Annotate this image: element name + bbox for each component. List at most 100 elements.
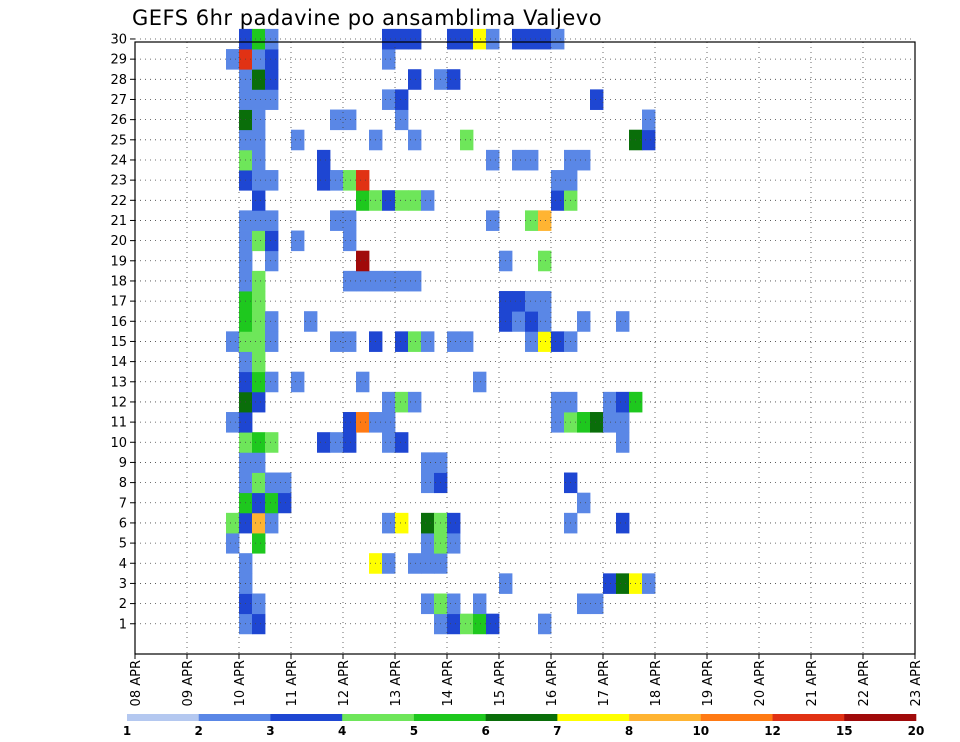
heat-cell (265, 170, 279, 191)
legend-swatch (772, 714, 845, 721)
legend-label: 8 (625, 724, 633, 738)
heat-cell (408, 391, 422, 413)
heat-cell (421, 593, 435, 615)
x-tick-label: 15 APR (493, 660, 508, 706)
legend-label: 15 (836, 724, 853, 738)
heat-cell (317, 149, 331, 171)
heat-cell (525, 28, 539, 50)
heat-cell (343, 412, 357, 433)
heat-cell (226, 533, 240, 554)
heat-cell (395, 331, 409, 352)
plot-frame (134, 41, 916, 655)
x-tick-label: 12 APR (337, 660, 352, 706)
heat-cell (265, 432, 279, 453)
heat-cell (343, 270, 357, 292)
heat-cell (616, 573, 630, 594)
heat-cell (551, 391, 565, 413)
heat-cell (356, 250, 370, 272)
y-tick-label: 4 (119, 557, 127, 572)
heat-cell (421, 533, 435, 554)
heat-cell (551, 331, 565, 352)
heat-cell (642, 109, 656, 131)
heat-cell (577, 492, 591, 514)
heat-cell (395, 391, 409, 413)
heat-cell (577, 593, 591, 615)
y-tick-label: 20 (110, 234, 127, 249)
heat-cell (473, 613, 487, 635)
heat-cell (278, 472, 292, 494)
heat-cell (538, 331, 552, 352)
y-tick-label: 26 (110, 113, 127, 128)
heat-cell (616, 391, 630, 413)
heat-cell (252, 311, 266, 332)
heat-cell (551, 412, 565, 433)
x-tick-label: 09 APR (181, 660, 196, 706)
heat-cell (343, 331, 357, 352)
x-tick-label: 14 APR (441, 660, 456, 706)
heat-cell (330, 210, 344, 231)
heat-cell (252, 109, 266, 131)
heat-cell (252, 492, 266, 514)
heat-cell (265, 210, 279, 231)
heat-cell (616, 412, 630, 433)
heat-cell (265, 331, 279, 352)
heat-cell (590, 412, 604, 433)
heat-cell (447, 28, 461, 50)
heat-cell (447, 512, 461, 534)
heat-cell (356, 270, 370, 292)
x-tick-label: 10 APR (233, 660, 248, 706)
legend-label: 10 (692, 724, 709, 738)
y-tick-label: 25 (110, 133, 127, 148)
heat-cell (603, 573, 617, 594)
heat-cell (447, 593, 461, 615)
legend-label: 2 (195, 724, 203, 738)
heat-cell (395, 28, 409, 50)
heat-cell (473, 371, 487, 393)
y-tick-label: 16 (110, 315, 127, 330)
heat-cell (252, 351, 266, 373)
heat-cell (642, 129, 656, 151)
heat-cell (616, 512, 630, 534)
heat-cell (551, 170, 565, 191)
heat-cell (265, 89, 279, 110)
heat-cell (252, 432, 266, 453)
heat-cell (421, 553, 435, 574)
heat-cell (421, 190, 435, 211)
heat-cell (460, 331, 474, 352)
heat-cell (330, 331, 344, 352)
heat-cell (382, 49, 396, 70)
heat-cell (447, 69, 461, 90)
heat-cell (538, 28, 552, 50)
y-tick-label: 30 (110, 32, 127, 47)
legend-label: 20 (908, 724, 925, 738)
legend-label: 1 (123, 724, 131, 738)
heat-cell (291, 230, 305, 252)
heat-cell (603, 391, 617, 413)
heat-cell (252, 129, 266, 151)
heat-cell (382, 190, 396, 211)
y-tick-label: 15 (110, 335, 127, 350)
heat-cell (252, 533, 266, 554)
heat-cell (252, 270, 266, 292)
heat-cell (408, 553, 422, 574)
x-tick-label: 11 APR (285, 660, 300, 706)
x-tick-label: 19 APR (701, 660, 716, 706)
heat-cell (460, 613, 474, 635)
heat-cell (486, 149, 500, 171)
heat-cell (252, 149, 266, 171)
x-tick-label: 08 APR (129, 660, 144, 706)
heat-cell (252, 28, 266, 50)
y-tick-label: 17 (110, 295, 127, 310)
heat-cell (356, 170, 370, 191)
y-tick-label: 28 (110, 73, 127, 88)
heat-cell (408, 28, 422, 50)
heat-cell (343, 210, 357, 231)
heat-cell (356, 371, 370, 393)
heat-cell (382, 412, 396, 433)
heat-cell (421, 331, 435, 352)
heat-cell (226, 331, 240, 352)
heat-cell (525, 210, 539, 231)
heat-cell (473, 593, 487, 615)
chart-title: GEFS 6hr padavine po ansamblima Valjevo (132, 6, 603, 30)
heat-cell (525, 311, 539, 332)
